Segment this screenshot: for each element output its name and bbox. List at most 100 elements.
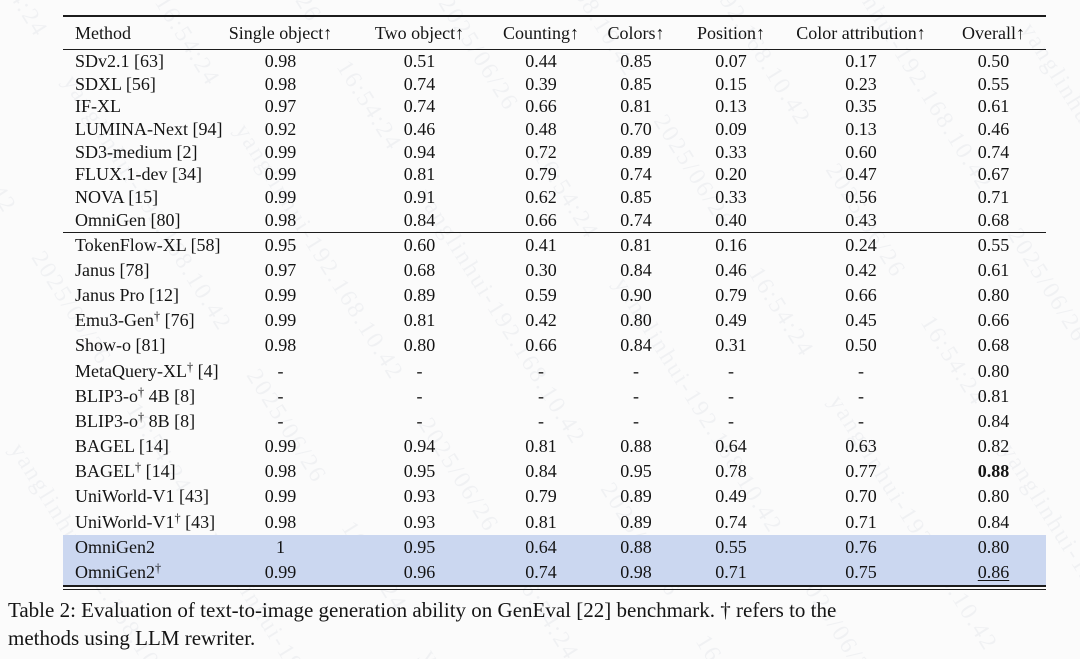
value-cell: 0.49: [715, 310, 747, 331]
table-row: BLIP3-o† 4B [8] - - - - - - 0.81: [63, 384, 1046, 409]
value-cell: 0.93: [403, 511, 436, 532]
value-cell: 0.98: [264, 335, 297, 356]
value-cell: 0.98: [264, 50, 297, 71]
value-cell: 0.72: [525, 141, 557, 162]
value-cell: 0.95: [403, 461, 436, 482]
method-cell: IF-XL: [75, 96, 121, 117]
value-cell: 0.80: [977, 536, 1010, 557]
method-cell: LUMINA-Next [94]: [75, 118, 223, 139]
value-cell: 0.84: [348, 208, 491, 233]
value-cell: 0.55: [977, 73, 1010, 94]
value-cell: 0.61: [977, 96, 1010, 117]
value-cell: -: [633, 385, 639, 406]
table-row: BAGEL† [14] 0.98 0.95 0.84 0.95 0.78 0.77 0.88: [63, 459, 1046, 484]
table-row: FLUX.1-dev [34] 0.99 0.81 0.79 0.74 0.20 0.47 0…: [63, 163, 1046, 186]
value-cell: -: [858, 410, 864, 431]
value-cell: 0.84: [620, 259, 652, 280]
value-cell: 0.82: [977, 436, 1010, 457]
column-header: Single object↑: [213, 16, 348, 50]
value-cell: 0.75: [781, 559, 941, 588]
value-cell: 0.59: [525, 284, 557, 305]
value-cell: -: [728, 410, 734, 431]
value-cell: -: [416, 360, 423, 381]
value-cell: -: [633, 360, 639, 381]
method-cell: FLUX.1-dev [34]: [75, 164, 202, 185]
value-cell: 0.55: [715, 536, 747, 557]
value-cell: 0.13: [715, 96, 747, 117]
value-cell: -: [277, 410, 284, 431]
value-cell: 0.94: [403, 436, 436, 457]
table-row: BLIP3-o† 8B [8] - - - - - - 0.84: [63, 409, 1046, 434]
value-cell: 0.81: [620, 234, 652, 255]
value-cell: -: [538, 385, 544, 406]
table-row: UniWorld-V1† [43] 0.98 0.93 0.81 0.89 0.74 0.7…: [63, 510, 1046, 535]
value-cell: 0.79: [715, 284, 747, 305]
value-cell: 0.81: [525, 511, 557, 532]
value-cell: 0.09: [715, 118, 747, 139]
value-cell: 0.49: [715, 486, 747, 507]
value-cell: 0.99: [264, 310, 297, 331]
value-cell: 0.74: [977, 141, 1010, 162]
table-row: UniWorld-V1 [43] 0.99 0.93 0.79 0.89 0.49 0.70…: [63, 484, 1046, 509]
value-cell: 0.77: [845, 461, 877, 482]
table-row: IF-XL 0.97 0.74 0.66 0.81 0.13 0.35 0.61: [63, 95, 1046, 118]
value-cell: 0.35: [845, 96, 877, 117]
table-row: Emu3-Gen† [76] 0.99 0.81 0.42 0.80 0.49 0.45 0.…: [63, 308, 1046, 333]
value-cell: 0.13: [845, 118, 877, 139]
value-cell: -: [538, 410, 544, 431]
value-cell: 0.30: [525, 259, 557, 280]
value-cell: -: [416, 385, 423, 406]
value-cell: 0.86: [941, 559, 1046, 588]
value-cell: 0.64: [715, 436, 747, 457]
value-cell: 0.46: [977, 118, 1010, 139]
method-cell: UniWorld-V1† [43]: [75, 510, 216, 532]
value-cell: 0.80: [977, 360, 1010, 381]
value-cell: 0.60: [845, 141, 877, 162]
value-cell: 0.89: [620, 511, 652, 532]
value-cell: 0.74: [620, 164, 652, 185]
value-cell: 0.63: [845, 436, 877, 457]
value-cell: 0.98: [264, 511, 297, 532]
value-cell: -: [416, 410, 423, 431]
table-row: Show-o [81] 0.98 0.80 0.66 0.84 0.31 0.50 0.68: [63, 333, 1046, 358]
value-cell: 0.42: [525, 310, 557, 331]
value-cell: 0.44: [525, 50, 557, 71]
dagger-mark: †: [186, 359, 194, 374]
value-cell: -: [538, 360, 544, 381]
value-cell: 0.46: [403, 118, 436, 139]
value-cell: 0.66: [525, 96, 557, 117]
value-cell: 0.74: [403, 96, 436, 117]
value-cell: 0.92: [264, 118, 297, 139]
value-cell: 0.50: [977, 50, 1010, 71]
value-cell: 0.81: [525, 436, 557, 457]
value-cell: 0.79: [525, 164, 557, 185]
value-cell: 0.45: [845, 310, 877, 331]
value-cell: 0.67: [977, 164, 1010, 185]
value-cell: 0.88: [620, 436, 652, 457]
method-cell: SD3-medium [2]: [75, 141, 198, 162]
value-cell: 0.99: [264, 186, 297, 207]
caption-line-1: Table 2: Evaluation of text-to-image gen…: [8, 598, 837, 622]
value-cell: 0.97: [264, 259, 297, 280]
value-cell: 0.85: [620, 50, 652, 71]
value-cell: 0.71: [845, 511, 877, 532]
table-group-2: TokenFlow-XL [58] 0.95 0.60 0.41 0.81 0.16 0.2…: [63, 232, 1046, 588]
value-cell: 0.66: [525, 335, 557, 356]
method-cell: Show-o [81]: [75, 335, 166, 356]
value-cell: 0.84: [620, 335, 652, 356]
value-cell: 0.98: [591, 559, 681, 588]
value-cell: 0.81: [403, 164, 436, 185]
value-cell: -: [858, 385, 864, 406]
value-cell: 0.15: [715, 73, 747, 94]
value-cell: 0.78: [715, 461, 747, 482]
column-header: Position↑: [681, 16, 781, 50]
value-cell: -: [728, 360, 734, 381]
value-cell: 0.43: [781, 208, 941, 233]
value-cell: 0.99: [264, 284, 297, 305]
table-row: BAGEL [14] 0.99 0.94 0.81 0.88 0.64 0.63 0.82: [63, 434, 1046, 459]
column-header: Two object↑: [348, 16, 491, 50]
table-row: OmniGen [80] 0.98 0.84 0.66 0.74 0.40 0.43 0.68: [63, 208, 1046, 233]
value-cell: 0.90: [620, 284, 652, 305]
value-cell: 0.76: [845, 536, 877, 557]
value-cell: 0.42: [845, 259, 877, 280]
